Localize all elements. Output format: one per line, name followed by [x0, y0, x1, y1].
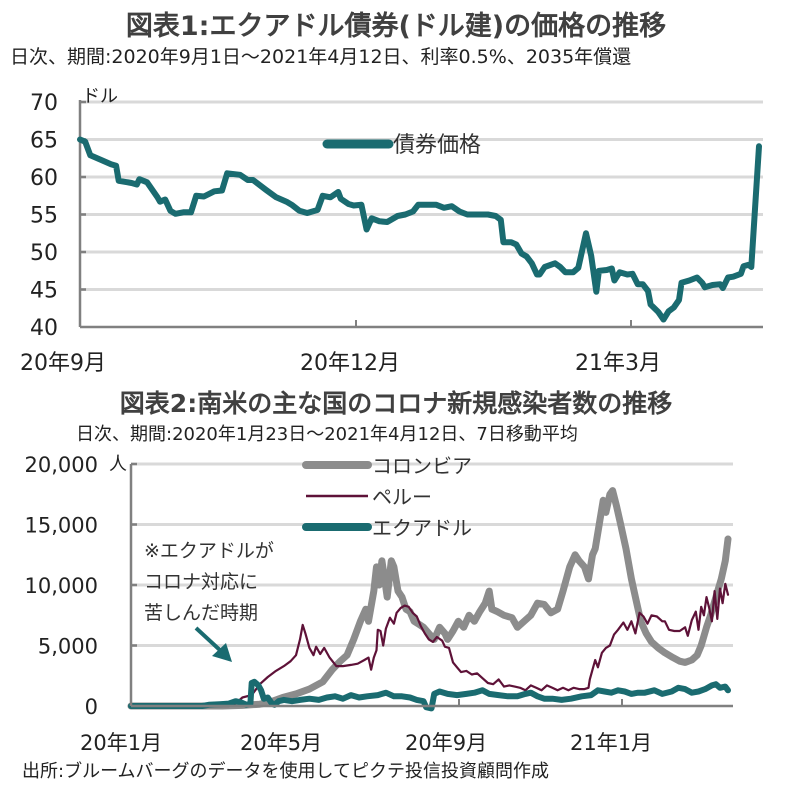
chart1-y-tick-label: 60 — [30, 166, 58, 191]
annotation-arrow-icon — [194, 626, 232, 662]
annotation-arrow-shaft — [194, 626, 224, 654]
series-line-peru — [129, 582, 730, 708]
chart2-y-unit-label: 人 — [109, 454, 127, 475]
chart1-x-tick-label: 20年9月 — [20, 351, 106, 376]
legend-label-bond-price: 債券価格 — [393, 133, 481, 158]
series-line-colombia — [127, 487, 732, 710]
chart2-x-tick-labels: 20年1月 20年5月 20年9月 21年1月 — [80, 731, 652, 755]
legend-label-peru: ペルー — [372, 485, 432, 509]
annotation-line-1: ※エクアドルが — [144, 540, 274, 562]
chart1-title: 図表1:エクアドル債券(ドル建)の価格の推移 — [125, 11, 667, 42]
chart1-subtitle: 日次、期間:2020年9月1日～2021年4月12日、利率0.5%、2035年償… — [10, 46, 632, 68]
chart2-y-tick-label: 10,000 — [25, 574, 98, 598]
chart2-annotation: ※エクアドルが コロナ対応に 苦しんだ時期 — [144, 540, 274, 662]
chart1-y-tick-label: 55 — [30, 204, 58, 229]
chart2-subtitle: 日次、期間:2020年1月23日～2021年4月12日、7日移動平均 — [76, 424, 578, 445]
chart1-legend: 債券価格 — [322, 133, 481, 158]
annotation-line-3: 苦しんだ時期 — [144, 602, 258, 624]
chart2-x-tick-label: 20年1月 — [80, 731, 162, 755]
legend-label-colombia: コロンビア — [372, 454, 472, 478]
chart1-y-unit-label: ドル — [82, 86, 118, 107]
chart1-x-tick-labels: 20年9月 20年12月 21年3月 — [20, 351, 661, 376]
chart1-gridlines — [80, 100, 763, 291]
chart1-y-tick-label: 65 — [30, 129, 58, 154]
chart1-x-tick-label: 21年3月 — [575, 351, 661, 376]
chart2-x-tick-label: 20年5月 — [240, 731, 322, 755]
annotation-line-2: コロナ対応に — [144, 571, 258, 593]
chart1-y-tick-labels: 70 65 60 55 50 45 40 — [30, 91, 58, 341]
chart2-x-tick-label: 21年1月 — [570, 731, 652, 755]
chart1-y-tick-label: 70 — [30, 91, 58, 116]
chart2-y-tick-labels: 20,000 15,000 10,000 5,000 0 — [25, 453, 98, 719]
chart1-y-tick-label: 50 — [30, 241, 58, 266]
chart2-axes — [129, 462, 733, 708]
chart2-legend: コロンビア ペルー エクアドル — [302, 454, 472, 540]
chart1-y-tick-label: 40 — [30, 316, 58, 341]
chart1-series — [77, 136, 762, 323]
chart1-y-tick-label: 45 — [30, 279, 58, 304]
series-line-ecuador — [128, 678, 731, 712]
source-note: 出所:ブルームバーグのデータを使用してピクテ投信投資顧問作成 — [22, 761, 549, 782]
chart2-title: 図表2:南米の主な国のコロナ新規感染者数の推移 — [119, 389, 673, 418]
legend-label-ecuador: エクアドル — [372, 516, 472, 540]
chart2-y-tick-label: 15,000 — [25, 514, 98, 538]
chart2-y-tick-label: 0 — [85, 695, 98, 719]
chart2-x-tick-label: 20年9月 — [405, 731, 487, 755]
chart2-series — [127, 487, 732, 712]
chart1-x-tick-label: 20年12月 — [300, 351, 400, 376]
annotation-arrow-head — [212, 643, 232, 662]
chart2-y-tick-label: 20,000 — [25, 453, 98, 477]
bond-price-chart: 70 65 60 55 50 45 40 ドル 20年9月 20年12月 21年3月 債券価格 — [20, 86, 763, 376]
chart2-y-tick-label: 5,000 — [38, 635, 98, 659]
series-line-bond-price — [77, 136, 762, 323]
